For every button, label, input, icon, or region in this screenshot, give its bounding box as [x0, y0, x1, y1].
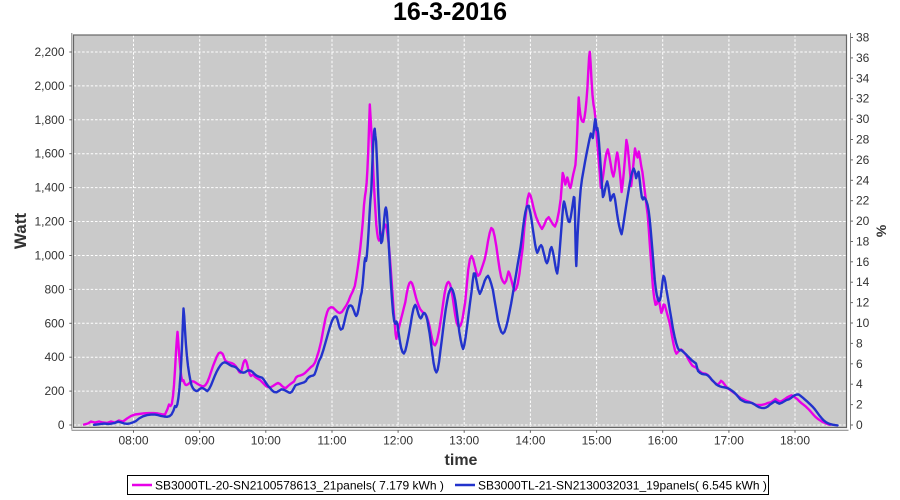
svg-text:600: 600 [44, 316, 64, 330]
svg-text:0: 0 [856, 418, 863, 432]
svg-text:15:00: 15:00 [582, 434, 612, 448]
svg-text:13:00: 13:00 [449, 434, 479, 448]
svg-text:18:00: 18:00 [780, 434, 810, 448]
svg-text:4: 4 [856, 377, 863, 391]
svg-text:14:00: 14:00 [515, 434, 545, 448]
svg-text:20: 20 [856, 214, 870, 228]
svg-text:1,000: 1,000 [34, 249, 64, 263]
svg-text:30: 30 [856, 112, 870, 126]
svg-text:32: 32 [856, 92, 870, 106]
svg-text:6: 6 [856, 357, 863, 371]
svg-text:11:00: 11:00 [317, 434, 346, 448]
svg-text:2,200: 2,200 [34, 45, 64, 59]
svg-text:09:00: 09:00 [185, 434, 215, 448]
svg-text:200: 200 [44, 384, 64, 398]
svg-text:38: 38 [856, 31, 870, 45]
svg-text:24: 24 [856, 173, 870, 187]
svg-text:28: 28 [856, 133, 870, 147]
svg-text:16: 16 [856, 255, 870, 269]
svg-text:12: 12 [856, 296, 870, 310]
svg-text:SB3000TL-20-SN2100578613_21pan: SB3000TL-20-SN2100578613_21panels( 7.179… [155, 479, 444, 493]
svg-text:800: 800 [44, 282, 64, 296]
svg-text:400: 400 [44, 350, 64, 364]
svg-text:%: % [874, 225, 890, 238]
svg-text:16:00: 16:00 [648, 434, 678, 448]
svg-text:1,800: 1,800 [34, 113, 64, 127]
svg-text:1,200: 1,200 [34, 215, 64, 229]
svg-text:26: 26 [856, 153, 870, 167]
svg-text:0: 0 [58, 418, 65, 432]
svg-text:22: 22 [856, 194, 870, 208]
svg-text:8: 8 [856, 336, 863, 350]
svg-text:14: 14 [856, 275, 870, 289]
svg-text:08:00: 08:00 [118, 434, 148, 448]
svg-text:34: 34 [856, 71, 870, 85]
svg-text:2: 2 [856, 398, 863, 412]
svg-text:12:00: 12:00 [383, 434, 413, 448]
svg-text:1,600: 1,600 [34, 147, 64, 161]
svg-text:10:00: 10:00 [251, 434, 281, 448]
svg-text:SB3000TL-21-SN2130032031_19pan: SB3000TL-21-SN2130032031_19panels( 6.545… [478, 479, 767, 493]
svg-text:36: 36 [856, 51, 870, 65]
svg-text:2,000: 2,000 [34, 79, 64, 93]
svg-text:18: 18 [856, 235, 870, 249]
svg-text:17:00: 17:00 [714, 434, 744, 448]
svg-text:10: 10 [856, 316, 870, 330]
svg-text:Watt: Watt [11, 213, 30, 250]
svg-text:time: time [445, 452, 478, 469]
svg-text:1,400: 1,400 [34, 181, 64, 195]
